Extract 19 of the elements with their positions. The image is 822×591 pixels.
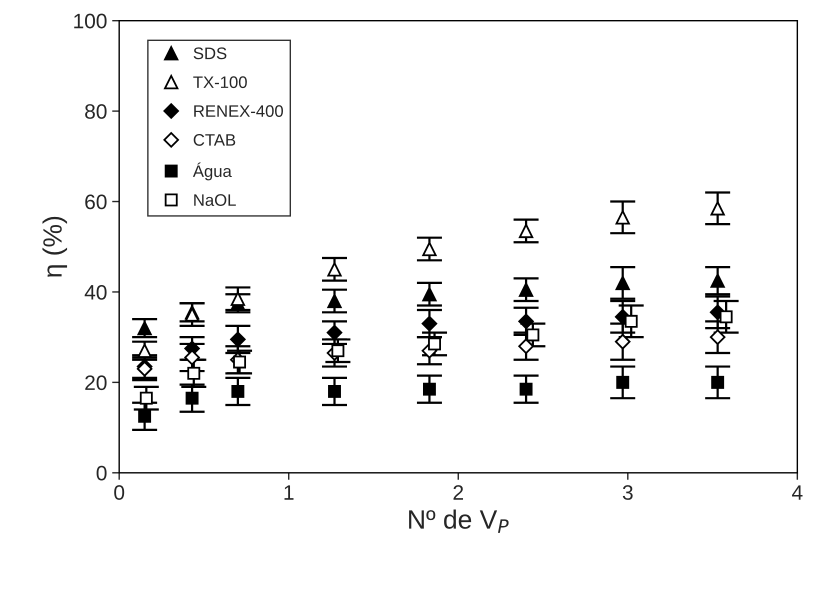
y-tick-label: 20 bbox=[85, 375, 107, 390]
legend-label: SDS bbox=[194, 47, 226, 60]
x-tick-label: 2 bbox=[454, 485, 464, 500]
legend-label: Água bbox=[192, 162, 232, 180]
legend-label: TX-100 bbox=[193, 76, 247, 88]
x-tick-label: 3 bbox=[622, 485, 633, 500]
x-tick-label: 4 bbox=[792, 485, 803, 500]
legend-label: CTAB bbox=[194, 134, 236, 146]
y-tick-label: 0 bbox=[96, 466, 107, 481]
y-tick-label: 40 bbox=[84, 284, 107, 300]
y-tick-label: 60 bbox=[85, 194, 107, 210]
x-tick-label: 0 bbox=[114, 485, 124, 500]
y-tick-label: 80 bbox=[85, 104, 107, 119]
x-axis-title: Nº de V$_{P}$ bbox=[409, 509, 509, 533]
y-axis-title: η (%) bbox=[42, 216, 68, 277]
legend-label: NaOL bbox=[194, 194, 236, 206]
x-tick-label: 1 bbox=[284, 485, 294, 500]
y-tick-label: 100 bbox=[74, 14, 107, 28]
legend-label: RENEX-400 bbox=[194, 105, 283, 117]
